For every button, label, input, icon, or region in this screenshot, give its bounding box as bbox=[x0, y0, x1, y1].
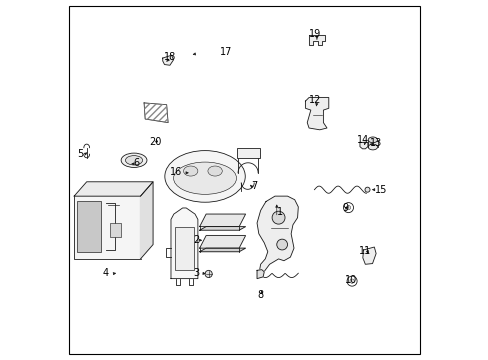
Ellipse shape bbox=[367, 137, 377, 143]
Polygon shape bbox=[171, 208, 198, 279]
Text: 2: 2 bbox=[193, 235, 200, 245]
Polygon shape bbox=[362, 247, 375, 264]
Bar bbox=[175, 226, 193, 270]
Circle shape bbox=[364, 187, 369, 192]
Text: 3: 3 bbox=[193, 267, 200, 278]
Polygon shape bbox=[144, 103, 168, 123]
Circle shape bbox=[349, 279, 353, 283]
Circle shape bbox=[346, 206, 350, 210]
Text: 14: 14 bbox=[357, 135, 369, 145]
Text: 1: 1 bbox=[277, 207, 283, 217]
Text: 10: 10 bbox=[344, 275, 356, 285]
Circle shape bbox=[343, 203, 353, 213]
Polygon shape bbox=[257, 196, 298, 273]
Bar bbox=[74, 196, 140, 259]
Polygon shape bbox=[257, 270, 264, 279]
Polygon shape bbox=[305, 98, 328, 130]
Text: 8: 8 bbox=[257, 290, 263, 300]
Text: 17: 17 bbox=[219, 47, 232, 57]
Ellipse shape bbox=[367, 144, 377, 150]
Polygon shape bbox=[359, 142, 367, 149]
Circle shape bbox=[204, 270, 212, 278]
Text: 7: 7 bbox=[250, 181, 257, 192]
Bar bbox=[110, 223, 121, 237]
Polygon shape bbox=[199, 214, 245, 226]
Text: 5: 5 bbox=[77, 149, 83, 159]
Text: 19: 19 bbox=[309, 29, 321, 39]
Text: 6: 6 bbox=[134, 158, 140, 168]
Polygon shape bbox=[199, 235, 245, 248]
Text: 16: 16 bbox=[169, 167, 182, 177]
Ellipse shape bbox=[121, 153, 147, 167]
Polygon shape bbox=[140, 182, 153, 259]
Text: 20: 20 bbox=[149, 137, 162, 147]
Polygon shape bbox=[308, 35, 325, 45]
Ellipse shape bbox=[125, 156, 142, 165]
Circle shape bbox=[276, 239, 287, 250]
Polygon shape bbox=[199, 226, 245, 230]
Polygon shape bbox=[163, 55, 173, 65]
Bar bbox=[77, 201, 101, 252]
Text: 12: 12 bbox=[309, 95, 321, 105]
Polygon shape bbox=[199, 248, 245, 252]
Text: 18: 18 bbox=[163, 52, 176, 62]
Ellipse shape bbox=[164, 150, 245, 202]
Text: 11: 11 bbox=[359, 246, 371, 256]
Text: 15: 15 bbox=[374, 185, 387, 195]
Text: 13: 13 bbox=[369, 139, 382, 148]
Ellipse shape bbox=[207, 166, 222, 176]
Circle shape bbox=[271, 211, 285, 224]
Ellipse shape bbox=[183, 166, 198, 176]
Polygon shape bbox=[74, 182, 153, 196]
Text: 4: 4 bbox=[102, 267, 108, 278]
Ellipse shape bbox=[173, 162, 236, 194]
Circle shape bbox=[346, 276, 356, 286]
Bar bbox=[236, 148, 259, 158]
Text: 9: 9 bbox=[342, 203, 348, 213]
Bar bbox=[367, 140, 377, 147]
